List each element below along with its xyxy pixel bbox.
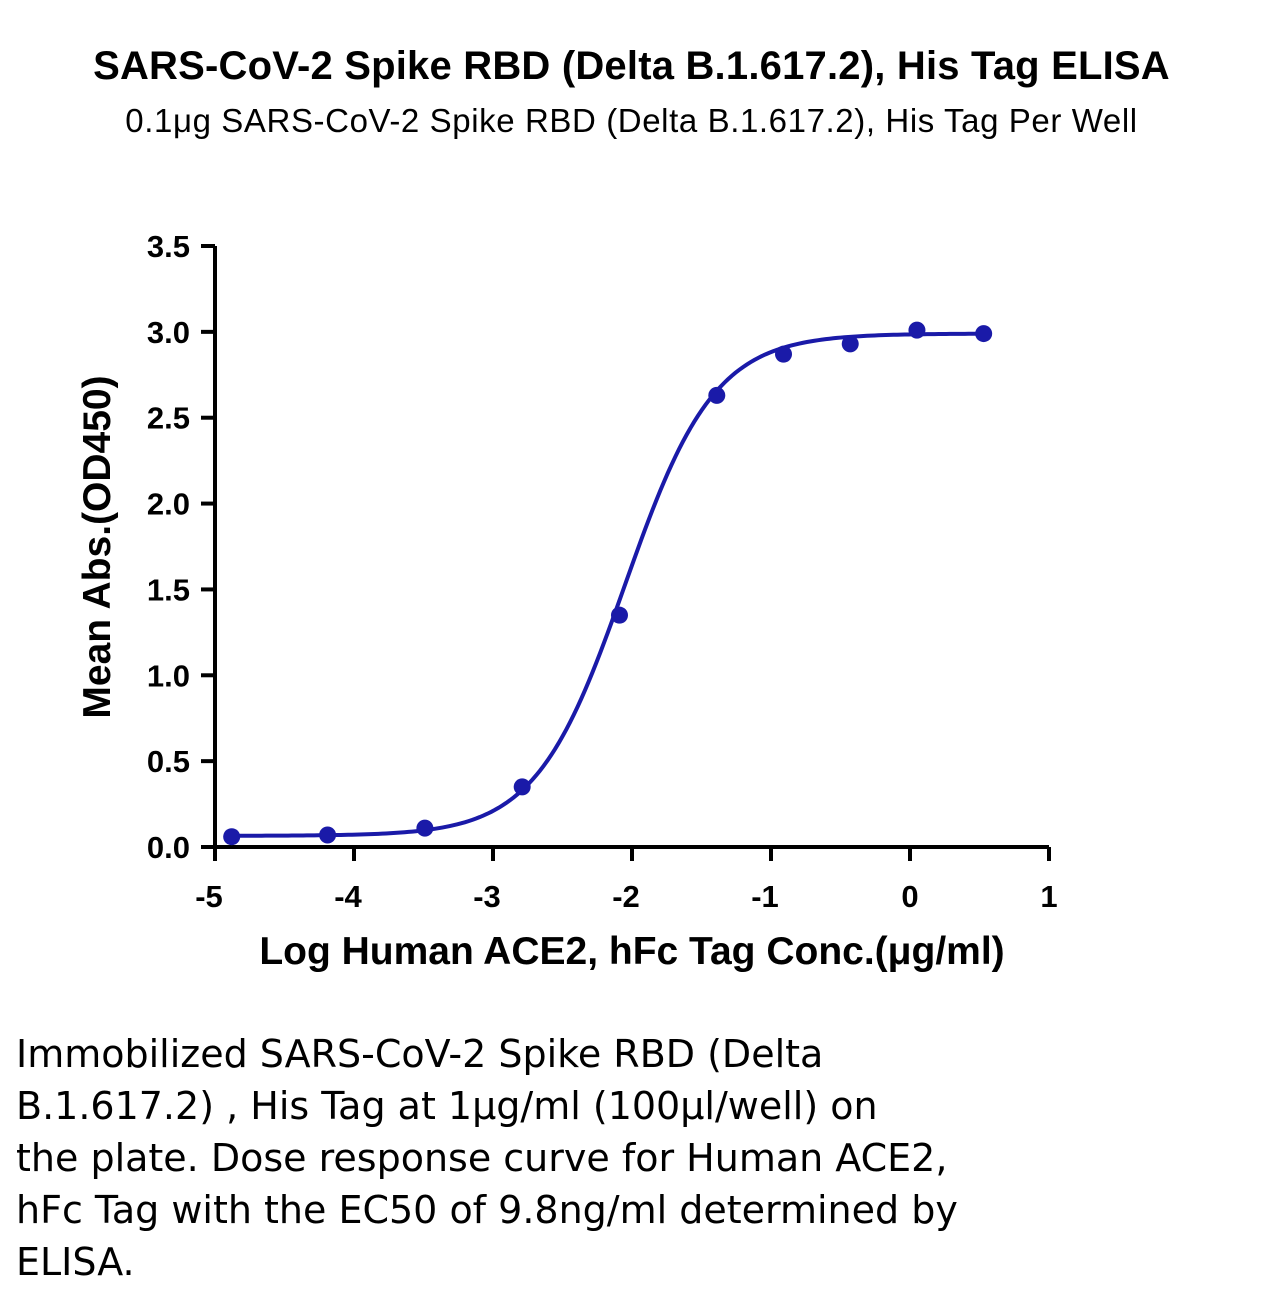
data-point [319,826,337,844]
x-tick-label: -5 [195,879,223,914]
x-tick-label: -1 [751,879,779,914]
fit-curve [231,331,984,838]
x-tick-label: -2 [612,879,640,914]
data-points [223,321,993,846]
data-point [223,828,241,846]
caption-line: the plate. Dose response curve for Human… [16,1136,948,1180]
caption-line: Immobilized SARS-CoV-2 Spike RBD (Delta [16,1032,824,1076]
y-tick-label: 0.0 [147,830,190,865]
chart-ticks: -5 -4 -3 -2 -1 0 1 0.0 0.5 1.0 1.5 2.0 2.5 3.0 3.5 [147,229,1058,914]
data-point [908,321,926,339]
data-point [708,386,726,404]
data-point [775,345,793,363]
y-tick-label: 2.0 [147,487,190,522]
data-point [975,325,993,343]
y-tick-label: 3.0 [147,315,190,350]
elisa-chart: -5 -4 -3 -2 -1 0 1 0.0 0.5 1.0 1.5 2.0 2.5 3.0 3.5 Log… [76,229,1058,973]
x-tick-label: 1 [1040,879,1057,914]
x-axis-title: Log Human ACE2, hFc Tag Conc.(μg/ml) [259,930,1004,973]
y-tick-label: 2.5 [147,401,190,436]
x-tick-label: -4 [334,879,362,914]
x-tick-label: 0 [901,879,918,914]
data-point [841,335,859,353]
y-tick-label: 1.5 [147,572,190,607]
y-tick-label: 3.5 [147,229,190,264]
y-tick-label: 0.5 [147,744,190,779]
caption-line: B.1.617.2) , His Tag at 1μg/ml (100μl/we… [16,1084,878,1128]
caption-line: hFc Tag with the EC50 of 9.8ng/ml determ… [16,1188,958,1232]
caption-line: ELISA. [16,1240,135,1284]
y-axis-title: Mean Abs.(OD450) [76,375,119,718]
chart-subtitle: 0.1μg SARS-CoV-2 Spike RBD (Delta B.1.61… [125,102,1138,139]
y-tick-label: 1.0 [147,658,190,693]
data-point [513,778,531,796]
chart-title: SARS-CoV-2 Spike RBD (Delta B.1.617.2), … [93,44,1170,88]
data-point [610,606,628,624]
x-tick-label: -3 [473,879,501,914]
figure-caption: Immobilized SARS-CoV-2 Spike RBD (Delta … [16,1028,1136,1288]
data-point [416,819,434,837]
